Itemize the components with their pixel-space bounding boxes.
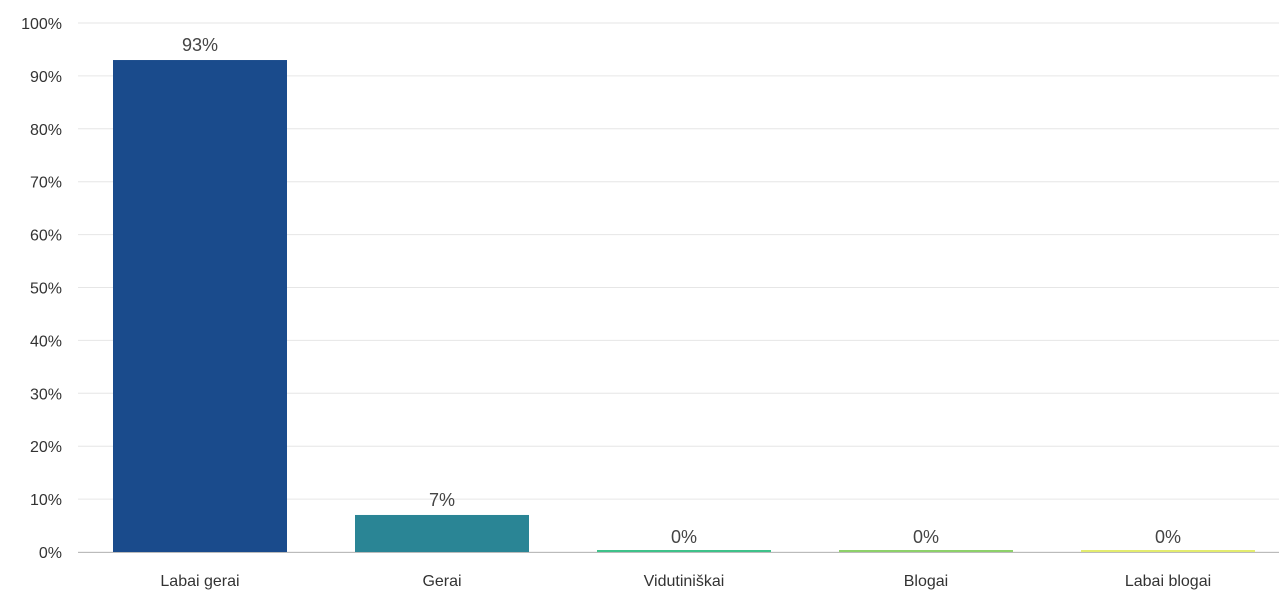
data-label: 0% <box>913 527 939 547</box>
y-tick-label: 20% <box>30 439 62 456</box>
bar-vidutiniškai[interactable] <box>597 550 771 552</box>
bar-blogai[interactable] <box>839 550 1013 552</box>
bars <box>113 60 1255 552</box>
data-label: 0% <box>1155 527 1181 547</box>
x-category-label: Labai gerai <box>160 573 239 590</box>
x-category-label: Blogai <box>904 573 948 590</box>
y-tick-label: 40% <box>30 333 62 350</box>
y-tick-label: 50% <box>30 281 62 298</box>
data-label: 0% <box>671 527 697 547</box>
bar-gerai[interactable] <box>355 514 529 552</box>
y-tick-label: 30% <box>30 386 62 403</box>
x-axis-category-labels: Labai gerai Gerai Vidutiniškai Blogai Labai … <box>160 573 1211 590</box>
y-tick-label: 70% <box>30 175 62 192</box>
y-tick-label: 0% <box>39 545 62 562</box>
y-axis-tick-labels: 0% 10% 20% 30% 40% 50% 60% 70% 80% 90% 100% <box>21 16 62 562</box>
data-label: 93% <box>182 35 218 55</box>
data-labels: 93% 7% 0% 0% 0% <box>182 35 1181 547</box>
bar-labai-gerai[interactable] <box>113 60 287 552</box>
x-category-label: Gerai <box>422 573 461 590</box>
y-tick-label: 90% <box>30 69 62 86</box>
data-label: 7% <box>429 490 455 510</box>
bar-labai-blogai[interactable] <box>1081 550 1255 552</box>
y-tick-label: 10% <box>30 492 62 509</box>
y-tick-label: 100% <box>21 16 62 33</box>
x-category-label: Labai blogai <box>1125 573 1211 590</box>
x-category-label: Vidutiniškai <box>644 573 725 590</box>
y-tick-label: 60% <box>30 228 62 245</box>
y-tick-label: 80% <box>30 122 62 139</box>
